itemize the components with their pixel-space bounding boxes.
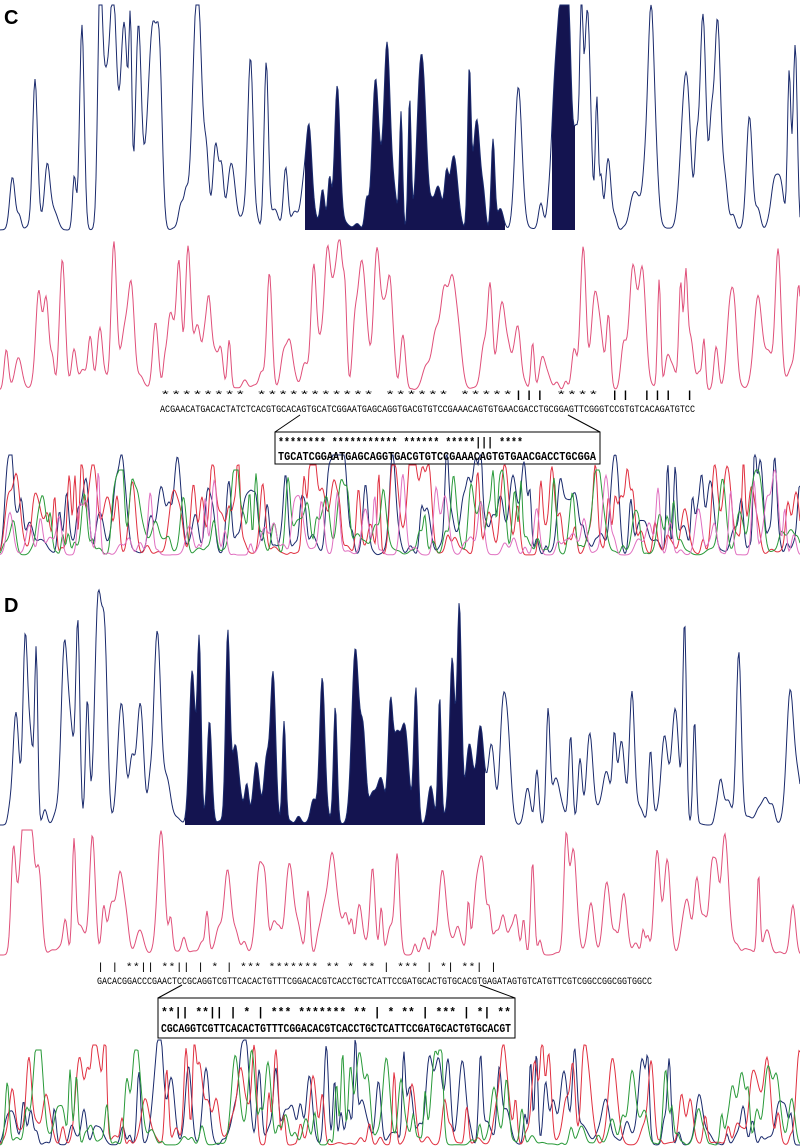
trace xyxy=(0,588,800,826)
sequence-box xyxy=(274,431,601,465)
trace xyxy=(0,1043,800,1146)
panel-label: D xyxy=(4,595,18,617)
box-markers: ******** *********** ****** *****||| ***… xyxy=(278,436,523,450)
connector xyxy=(567,414,601,433)
sequence-box xyxy=(157,997,516,1039)
box-sequence: CGCAGGTCGTTCACACTGTTTCGGACACGTCACCTGCTCA… xyxy=(161,1022,511,1036)
trace xyxy=(0,468,800,556)
trace xyxy=(0,469,800,556)
sequence: ACGAACATGACACTATCTCACGTGCACAGTGCATCGGAAT… xyxy=(160,405,695,416)
connector xyxy=(479,984,516,999)
box-sequence: TGCATCGGAATGAGCAGGTGACGTGTCCGAAACAGTGTGA… xyxy=(278,450,597,464)
box-markers: **|| **|| | * | *** ******* ** | * ** | … xyxy=(161,1006,511,1020)
markers: ******** *********** ****** *****||| ***… xyxy=(160,390,695,402)
filled-peaks xyxy=(305,41,505,230)
trace xyxy=(0,239,800,391)
connector xyxy=(274,414,301,433)
sequence: GACACGGACCCGAACTCCGCAGGTCGTTCACACTGTTTCG… xyxy=(97,977,652,988)
trace xyxy=(0,4,800,231)
trace xyxy=(0,1048,800,1146)
filled-peaks xyxy=(552,5,575,230)
panel-label: C xyxy=(4,7,18,29)
chromatograms xyxy=(0,4,800,1146)
trace xyxy=(0,829,800,956)
markers: | | **|| **|| | * | *** ******* ** * ** … xyxy=(97,962,497,974)
connector xyxy=(157,984,183,999)
